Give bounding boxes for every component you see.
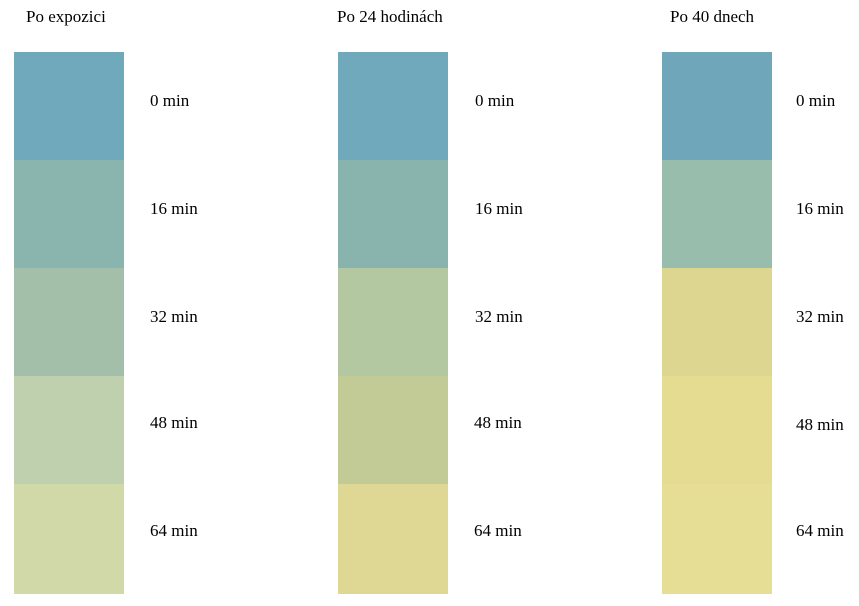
time-label: 0 min — [150, 91, 190, 110]
color-swatch — [338, 376, 448, 484]
column-title: Po 24 hodinách — [337, 7, 443, 26]
color-strip — [338, 52, 448, 594]
color-swatch — [14, 160, 124, 268]
time-label: 16 min — [796, 199, 844, 218]
color-swatch — [338, 484, 448, 594]
time-label: 32 min — [150, 307, 198, 326]
color-swatch — [662, 268, 772, 376]
color-swatch — [338, 160, 448, 268]
color-swatch — [662, 376, 772, 484]
column-po-expozici: Po expozici 0 min 16 min 32 min 48 min 6… — [0, 0, 240, 606]
time-label: 32 min — [475, 307, 523, 326]
time-label: 32 min — [796, 307, 844, 326]
time-label: 48 min — [150, 413, 198, 432]
color-swatch — [338, 268, 448, 376]
time-label: 48 min — [474, 413, 522, 432]
color-swatch — [14, 268, 124, 376]
color-swatch — [662, 52, 772, 160]
time-label: 64 min — [474, 521, 522, 540]
time-label: 64 min — [796, 521, 844, 540]
time-label: 64 min — [150, 521, 198, 540]
column-title: Po 40 dnech — [670, 7, 755, 26]
color-swatch — [14, 52, 124, 160]
time-label: 0 min — [796, 91, 836, 110]
color-swatch — [338, 52, 448, 160]
time-label: 16 min — [150, 199, 198, 218]
color-swatch — [14, 376, 124, 484]
color-strip — [14, 52, 124, 594]
time-label: 16 min — [475, 199, 523, 218]
color-strip — [662, 52, 772, 594]
color-swatch — [14, 484, 124, 594]
color-swatch — [662, 484, 772, 594]
column-po-24-hodinach: Po 24 hodinách — [0, 0, 448, 606]
color-swatch — [662, 160, 772, 268]
column-title: Po expozici — [26, 7, 106, 26]
time-label: 48 min — [796, 415, 844, 434]
time-label: 0 min — [475, 91, 515, 110]
